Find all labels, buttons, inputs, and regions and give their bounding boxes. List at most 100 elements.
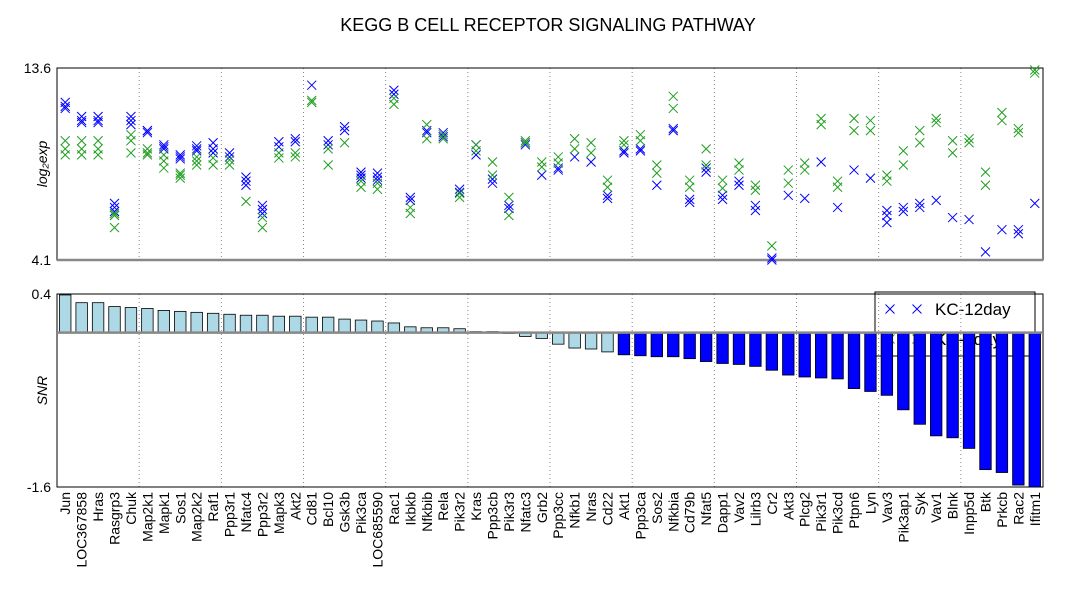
marker-stroke: [586, 148, 596, 158]
marker: [241, 180, 251, 191]
marker: [76, 150, 87, 160]
bar: [847, 332, 861, 389]
marker-stroke: [980, 167, 991, 177]
marker: [60, 103, 71, 114]
marker: [997, 224, 1007, 235]
marker: [191, 152, 202, 162]
marker: [717, 175, 728, 186]
marker-stroke: [290, 152, 301, 162]
marker: [1029, 65, 1040, 75]
marker: [158, 141, 169, 152]
x-tick-label: Ppp3cb: [484, 492, 500, 540]
bar: [995, 332, 1009, 473]
marker: [76, 117, 87, 128]
marker: [635, 143, 646, 154]
y-tick-label: 4.1: [32, 252, 52, 268]
marker-stroke: [668, 103, 679, 114]
marker-stroke: [471, 150, 481, 160]
marker-stroke: [849, 113, 859, 124]
marker: [717, 194, 728, 205]
x-tick-label: Akt3: [780, 492, 796, 520]
marker: [454, 187, 465, 198]
marker: [224, 148, 235, 158]
marker-stroke: [885, 304, 895, 314]
marker: [882, 205, 892, 216]
marker-stroke: [60, 101, 71, 112]
x-tick-label: Pik3r3: [501, 492, 517, 532]
x-tick-label: Nfkb1: [567, 492, 583, 529]
marker: [602, 182, 613, 193]
marker-stroke: [175, 150, 186, 160]
marker: [389, 85, 399, 96]
marker: [882, 210, 892, 221]
marker-stroke: [175, 152, 186, 162]
marker: [504, 192, 514, 203]
marker-stroke: [717, 194, 728, 205]
x-tick-label: Raf1: [205, 492, 221, 522]
bar: [289, 315, 302, 334]
bar: [371, 320, 384, 333]
marker: [766, 253, 777, 263]
marker: [1013, 123, 1024, 134]
bar: [930, 332, 943, 437]
marker: [701, 163, 711, 173]
marker-stroke: [208, 148, 218, 158]
marker: [882, 176, 892, 187]
marker-stroke: [684, 175, 695, 186]
marker: [306, 97, 317, 108]
marker: [964, 133, 974, 144]
marker: [142, 150, 153, 160]
marker: [471, 150, 481, 160]
x-tick-label: Akt2: [287, 492, 303, 520]
marker-stroke: [701, 143, 711, 154]
marker-stroke: [980, 180, 991, 191]
marker: [947, 148, 958, 158]
marker-stroke: [898, 202, 909, 213]
bar: [880, 332, 894, 396]
bar: [650, 332, 663, 358]
marker: [257, 208, 268, 219]
marker: [783, 165, 794, 175]
chart-title: KEGG B CELL RECEPTOR SIGNALING PATHWAY: [340, 15, 755, 35]
x-tick-label: Bcl10: [320, 492, 336, 527]
marker-stroke: [1013, 228, 1024, 239]
marker: [142, 148, 153, 158]
marker: [339, 121, 350, 132]
marker-stroke: [651, 160, 662, 170]
x-tick-label: Prkcb: [994, 492, 1010, 528]
marker-stroke: [536, 157, 547, 167]
marker: [126, 115, 136, 126]
marker: [865, 125, 876, 136]
marker: [273, 136, 284, 147]
bar: [108, 306, 121, 334]
marker-stroke: [290, 133, 301, 144]
marker-stroke: [898, 206, 909, 217]
marker: [717, 190, 728, 201]
marker: [912, 304, 922, 314]
bar: [223, 313, 236, 334]
marker-stroke: [964, 133, 974, 144]
marker: [914, 198, 925, 209]
marker-stroke: [750, 185, 761, 196]
marker-stroke: [964, 214, 974, 225]
marker: [914, 202, 925, 213]
marker-stroke: [520, 137, 531, 148]
x-tick-label: Pik3ca: [353, 492, 369, 534]
marker-stroke: [734, 176, 744, 187]
marker-stroke: [323, 139, 334, 150]
marker-stroke: [734, 158, 744, 168]
marker-stroke: [487, 157, 498, 167]
marker: [849, 113, 859, 124]
marker: [175, 170, 186, 180]
marker-stroke: [93, 135, 103, 146]
marker: [997, 115, 1007, 126]
marker: [1013, 224, 1024, 235]
marker: [323, 143, 334, 154]
marker: [931, 113, 942, 124]
x-tick-label: Ppp3r2: [254, 492, 270, 537]
marker: [1013, 127, 1024, 138]
marker: [750, 180, 761, 191]
marker-stroke: [931, 117, 942, 128]
marker: [799, 165, 810, 175]
marker: [175, 150, 186, 160]
